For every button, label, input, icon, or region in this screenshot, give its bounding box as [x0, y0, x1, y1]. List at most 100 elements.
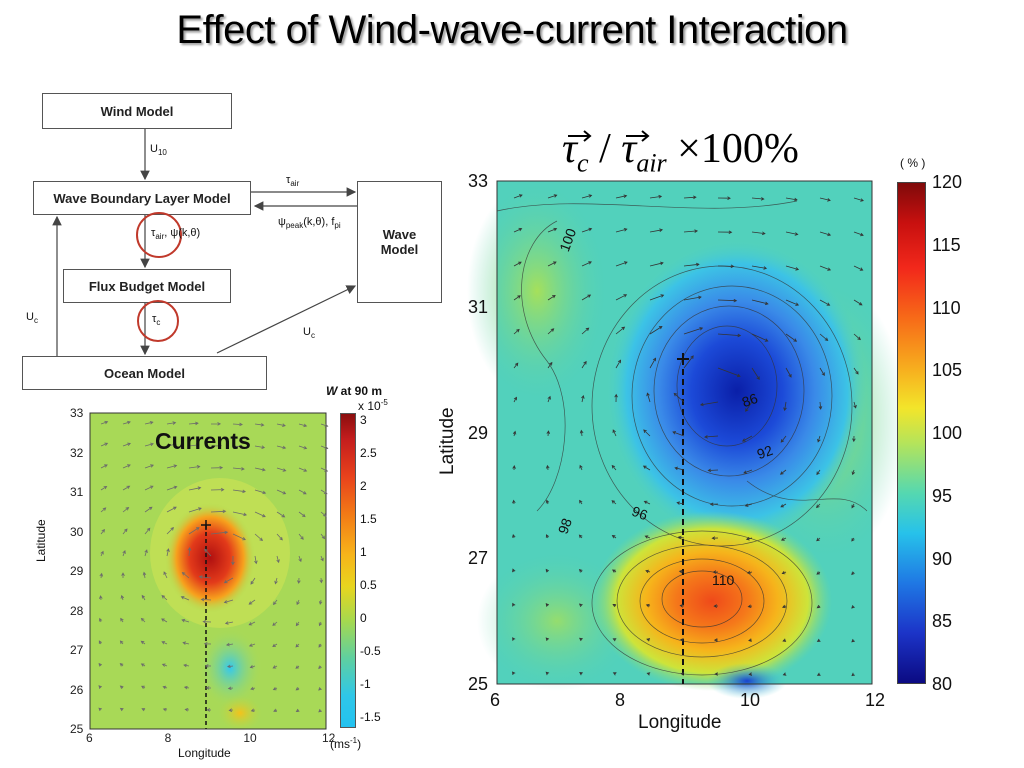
vector-arrow — [121, 572, 125, 578]
vector-arrow — [100, 507, 107, 513]
vector-arrow — [298, 533, 304, 540]
vector-arrow — [819, 197, 831, 202]
vector-arrow — [180, 596, 190, 601]
vector-arrow — [751, 367, 760, 380]
vector-arrow — [714, 672, 719, 676]
vector-arrow — [232, 533, 246, 541]
vector-arrow — [545, 671, 550, 676]
vector-arrow — [187, 546, 192, 557]
vector-arrow — [142, 571, 147, 579]
vector-arrow — [751, 265, 768, 270]
vector-arrow — [785, 333, 798, 342]
vector-arrow — [545, 464, 550, 471]
small-map-colorbar — [340, 413, 356, 728]
small-map-ytick: 32 — [70, 445, 84, 460]
vector-arrow — [210, 530, 229, 535]
vector-arrow — [272, 643, 278, 648]
wind-model-box: Wind Model — [42, 93, 232, 129]
vector-arrow — [852, 435, 856, 443]
vector-arrow — [746, 570, 753, 575]
vector-arrow — [204, 548, 212, 557]
vector-arrow — [512, 671, 516, 676]
vector-arrow — [120, 617, 124, 623]
small-map-plot — [89, 412, 329, 731]
vector-arrow — [122, 464, 131, 469]
small-map-ytick: 27 — [70, 643, 84, 657]
vector-arrow — [780, 435, 787, 443]
vector-arrow — [122, 550, 126, 557]
vector-arrow — [642, 465, 651, 471]
vector-arrow — [581, 394, 585, 403]
vector-arrow — [782, 604, 787, 609]
vector-arrow — [99, 572, 104, 579]
large-map-plot — [467, 180, 907, 699]
vector-arrow — [717, 264, 735, 269]
vector-arrow — [545, 637, 550, 641]
vector-arrow — [743, 469, 753, 474]
vector-arrow — [183, 663, 190, 668]
vector-arrow — [578, 603, 583, 607]
vector-arrow — [320, 489, 328, 495]
vector-arrow — [144, 421, 154, 425]
vector-arrow — [248, 621, 256, 626]
vector-arrow — [224, 621, 234, 625]
vector-arrow — [254, 423, 265, 427]
vector-arrow — [297, 577, 301, 584]
vector-arrow — [272, 599, 278, 606]
vector-arrow — [223, 599, 234, 604]
vector-arrow — [182, 641, 190, 645]
vector-arrow — [210, 444, 222, 448]
wave-model-line2: Model — [380, 242, 419, 257]
large-map-colorbar — [897, 182, 926, 684]
vector-arrow — [254, 445, 266, 449]
vector-arrow — [819, 231, 832, 237]
vector-arrow — [140, 617, 146, 623]
vector-arrow — [122, 528, 128, 535]
vector-arrow — [745, 401, 753, 412]
vector-arrow — [711, 536, 719, 540]
vector-arrow — [273, 708, 278, 712]
vector-arrow — [144, 527, 151, 535]
small-map-xtick: 6 — [86, 731, 93, 745]
vector-arrow — [298, 467, 308, 472]
vector-arrow — [851, 605, 855, 609]
vector-arrow — [119, 663, 124, 667]
small-map-colorbar-title: W at 90 m — [326, 384, 383, 398]
vector-arrow — [162, 685, 168, 690]
vector-arrow — [545, 534, 550, 539]
vector-arrow — [254, 489, 267, 495]
vector-arrow — [100, 420, 109, 425]
vector-arrow — [100, 550, 104, 557]
vector-arrow — [851, 672, 855, 677]
vector-arrow — [276, 467, 287, 472]
vector-arrow — [851, 537, 855, 542]
vector-arrow — [819, 299, 831, 306]
vector-arrow — [674, 466, 685, 471]
vector-arrow — [318, 665, 322, 670]
vector-arrow — [816, 672, 821, 676]
small-map-colorbar-tick: 1 — [360, 545, 367, 559]
small-map-ytick: 28 — [70, 603, 84, 618]
vector-arrow — [318, 599, 323, 605]
vector-arrow — [612, 604, 617, 608]
vector-arrow — [679, 604, 685, 608]
vector-arrow — [649, 294, 665, 301]
vector-arrow — [98, 640, 103, 645]
vector-arrow — [122, 442, 131, 447]
vector-arrow — [745, 536, 753, 541]
vector-arrow — [579, 429, 584, 437]
vector-arrow — [98, 707, 102, 712]
vector-arrow — [188, 421, 199, 426]
vector-arrow — [785, 197, 798, 202]
vector-arrow — [141, 685, 146, 690]
vector-arrow — [223, 577, 234, 584]
small-map-colorbar-tick: 1.5 — [360, 512, 377, 526]
vector-arrow — [649, 228, 664, 233]
vector-arrow — [547, 294, 556, 301]
vector-arrow — [645, 603, 651, 608]
vector-arrow — [320, 555, 324, 562]
vector-arrow — [318, 708, 322, 713]
vector-arrow — [228, 708, 234, 712]
large-map-colorbar-tick: 85 — [932, 611, 953, 632]
